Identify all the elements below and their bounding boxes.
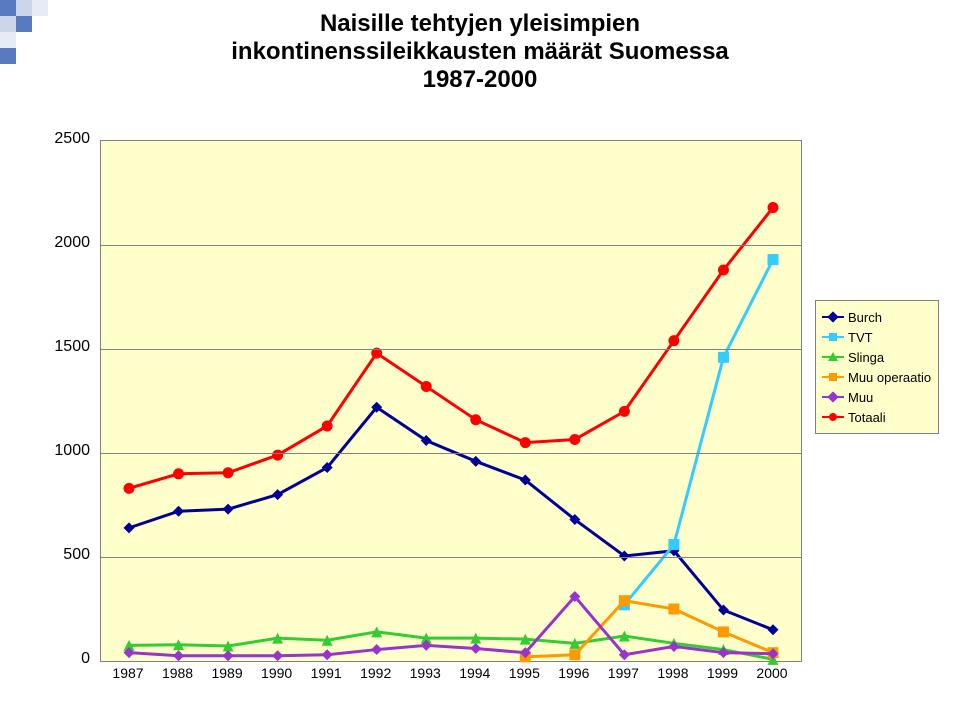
x-tick-label: 1988: [162, 665, 193, 681]
series-line: [129, 407, 773, 630]
x-tick-label: 1990: [261, 665, 292, 681]
legend-marker: [828, 352, 838, 361]
y-tick-label: 1000: [30, 442, 90, 460]
legend-label: Totaali: [848, 410, 886, 425]
y-tick-label: 500: [30, 546, 90, 564]
x-tick-label: 1995: [509, 665, 540, 681]
slide: Naisille tehtyjen yleisimpien inkontinen…: [0, 0, 960, 702]
marker: [520, 437, 531, 448]
legend-swatch: [822, 351, 844, 363]
x-tick-label: 1991: [311, 665, 342, 681]
legend-marker: [827, 391, 838, 402]
legend-label: Burch: [848, 310, 882, 325]
legend-item: Burch: [822, 307, 932, 327]
x-tick-label: 1999: [707, 665, 738, 681]
marker: [124, 483, 135, 494]
gridline: [101, 245, 801, 246]
chart-area: 05001000150020002500 BurchTVTSlingaMuu o…: [30, 140, 930, 680]
gridline: [101, 349, 801, 350]
title-line2: inkontinenssileikkausten määrät Suomessa: [0, 38, 960, 66]
marker: [173, 506, 184, 517]
marker: [470, 456, 481, 467]
x-tick-label: 1998: [657, 665, 688, 681]
y-tick-label: 0: [30, 650, 90, 668]
gridline: [101, 557, 801, 558]
marker: [718, 626, 729, 637]
legend-label: Muu: [848, 390, 873, 405]
marker: [322, 420, 333, 431]
legend-item: Slinga: [822, 347, 932, 367]
legend-label: Slinga: [848, 350, 884, 365]
marker: [173, 650, 184, 661]
title-line1: Naisille tehtyjen yleisimpien: [0, 10, 960, 38]
marker: [668, 604, 679, 615]
legend-marker: [829, 333, 837, 341]
y-tick-label: 2500: [30, 130, 90, 148]
x-tick-label: 1994: [459, 665, 490, 681]
legend-swatch: [822, 411, 844, 423]
marker: [322, 649, 333, 660]
legend-item: Totaali: [822, 407, 932, 427]
marker: [668, 539, 679, 550]
marker: [470, 414, 481, 425]
legend-swatch: [822, 391, 844, 403]
marker: [421, 381, 432, 392]
marker: [718, 352, 729, 363]
marker: [768, 624, 779, 635]
x-tick-label: 1989: [211, 665, 242, 681]
marker: [173, 468, 184, 479]
marker: [569, 434, 580, 445]
y-tick-label: 2000: [30, 234, 90, 252]
legend-swatch: [822, 331, 844, 343]
legend-label: TVT: [848, 330, 873, 345]
marker: [569, 649, 580, 660]
marker: [619, 406, 630, 417]
marker: [272, 489, 283, 500]
marker: [272, 450, 283, 461]
gridline: [101, 453, 801, 454]
x-tick-label: 1993: [410, 665, 441, 681]
legend-item: TVT: [822, 327, 932, 347]
legend-item: Muu: [822, 387, 932, 407]
x-tick-label: 1992: [360, 665, 391, 681]
legend-label: Muu operaatio: [848, 370, 931, 385]
legend-marker: [829, 373, 837, 381]
legend-marker: [829, 413, 837, 421]
x-tick-label: 1987: [112, 665, 143, 681]
chart-title: Naisille tehtyjen yleisimpien inkontinen…: [0, 10, 960, 94]
marker: [223, 504, 234, 515]
marker: [718, 264, 729, 275]
x-tick-label: 1996: [558, 665, 589, 681]
x-tick-label: 1997: [608, 665, 639, 681]
y-tick-label: 1500: [30, 338, 90, 356]
marker: [124, 522, 135, 533]
plot-area: [100, 140, 802, 662]
marker: [668, 335, 679, 346]
marker: [470, 643, 481, 654]
legend-swatch: [822, 371, 844, 383]
marker: [223, 650, 234, 661]
legend-swatch: [822, 311, 844, 323]
legend-marker: [827, 311, 838, 322]
x-tick-label: 2000: [756, 665, 787, 681]
marker: [768, 254, 779, 265]
marker: [272, 650, 283, 661]
marker: [371, 644, 382, 655]
x-axis-labels: 1987 1988 1989 1990 1991 1992 1993 1994 1995 1996…: [100, 665, 800, 685]
legend-item: Muu operaatio: [822, 367, 932, 387]
marker: [768, 202, 779, 213]
chart-svg: [101, 141, 801, 661]
legend: Burch TVT Slinga Muu operaatio Muu Totaali: [815, 300, 939, 434]
marker: [223, 467, 234, 478]
marker: [619, 595, 630, 606]
title-line3: 1987-2000: [0, 66, 960, 94]
series-line: [129, 208, 773, 489]
